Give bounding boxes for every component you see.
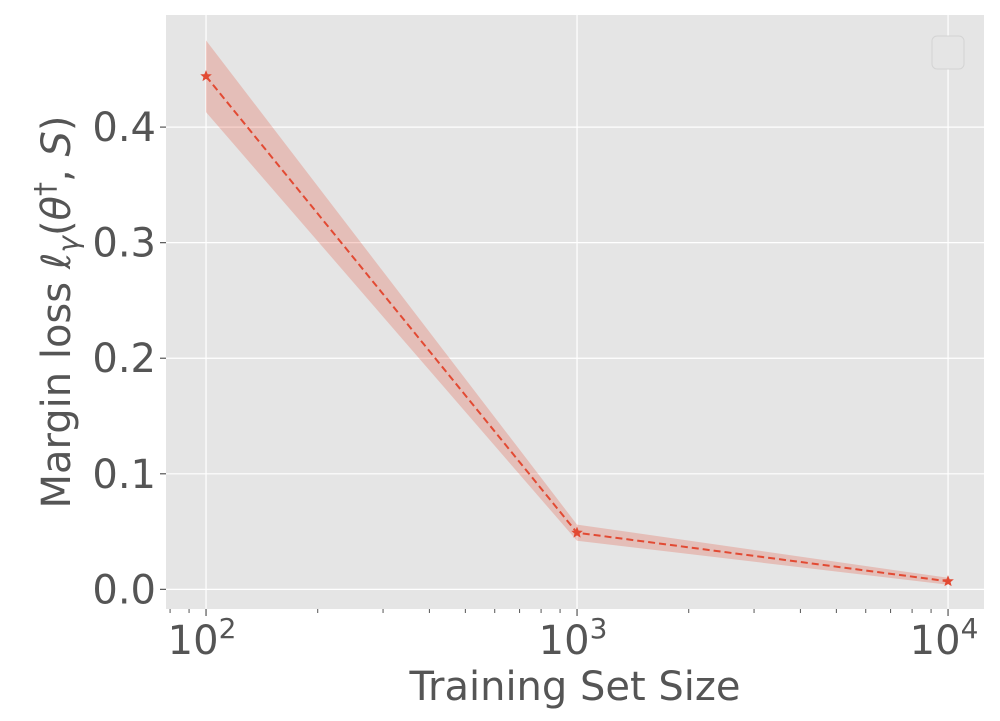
- plot-area: [166, 15, 984, 609]
- y-tick-label: 0.1: [92, 452, 156, 498]
- data-point-marker: [942, 575, 954, 587]
- data-point-marker: [571, 526, 583, 538]
- y-axis-label-sup: †: [28, 182, 61, 196]
- y-axis-label-open: (: [34, 220, 80, 236]
- x-tick-label-base: 10: [910, 618, 961, 664]
- data-point-marker: [200, 70, 212, 82]
- y-axis-label-s: S: [34, 131, 80, 156]
- y-axis-label-ell: ℓ: [34, 253, 80, 271]
- grid: [166, 15, 984, 609]
- y-tick-label: 0.2: [92, 336, 156, 382]
- series: [200, 70, 954, 587]
- legend: [931, 35, 965, 70]
- y-tick-label: 0.0: [92, 567, 156, 613]
- y-axis-label-sub: γ: [52, 235, 85, 253]
- y-axis-label: Margin loss ℓγ(θ†, S): [28, 116, 85, 509]
- x-tick-label-exponent: 3: [590, 612, 608, 645]
- y-axis-label-comma: ,: [34, 157, 80, 182]
- x-axis-label: Training Set Size: [408, 664, 740, 710]
- y-axis-ticks: 0.0 0.1 0.2 0.3 0.4: [92, 105, 166, 613]
- x-tick-label-exponent: 4: [961, 612, 979, 645]
- y-axis-label-close: ): [34, 116, 80, 132]
- y-tick-label: 0.3: [92, 221, 156, 267]
- x-tick-label: 102: [168, 612, 237, 664]
- x-minor-ticks: [169, 609, 932, 613]
- x-tick-label-base: 10: [168, 618, 219, 664]
- x-tick-label: 104: [910, 612, 979, 664]
- x-tick-label-exponent: 2: [219, 612, 237, 645]
- x-axis-ticks: 102 103 104: [168, 609, 979, 664]
- y-tick-label: 0.4: [92, 105, 156, 151]
- y-axis-label-prefix: Margin loss: [34, 269, 80, 508]
- x-tick-label: 103: [539, 612, 608, 664]
- y-axis-label-theta: θ: [34, 196, 80, 220]
- x-tick-label-base: 10: [539, 618, 590, 664]
